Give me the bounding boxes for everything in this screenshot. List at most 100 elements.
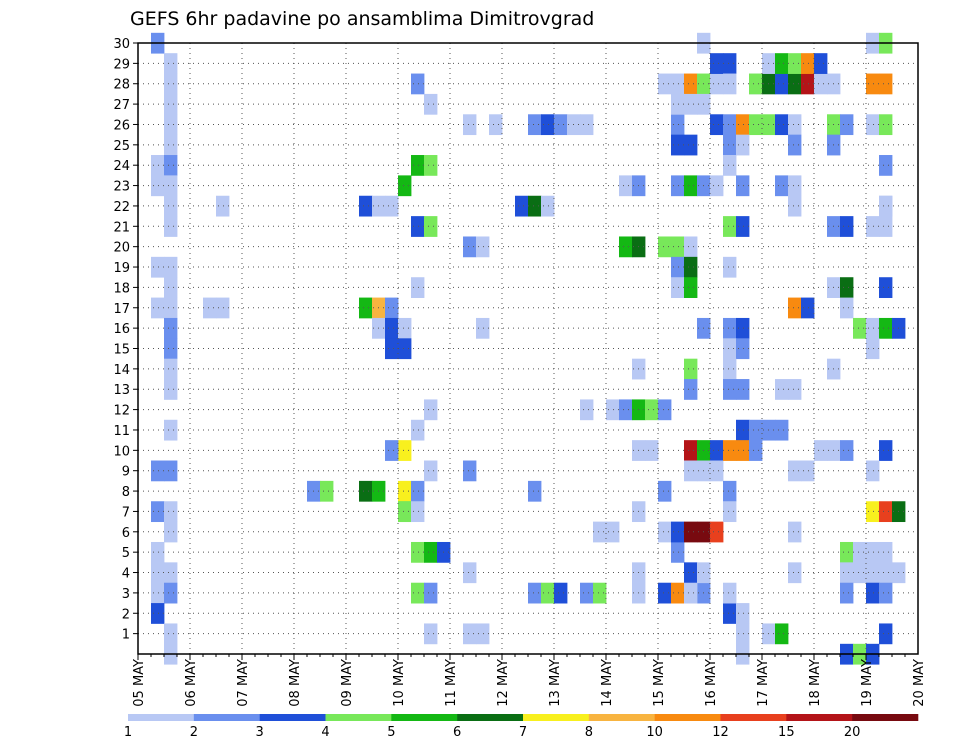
y-tick-label: 6: [122, 526, 130, 541]
colorbar-swatch: [128, 714, 195, 721]
x-tick-label: 10 MAY: [392, 659, 407, 707]
heat-cell: [411, 277, 425, 298]
heat-cell: [775, 419, 789, 441]
heat-cell: [463, 460, 477, 482]
heat-cell: [476, 623, 490, 645]
y-tick-label: 12: [113, 404, 130, 419]
heat-cell: [463, 114, 477, 136]
y-tick-label: 17: [113, 302, 130, 317]
heat-cell: [788, 134, 802, 156]
x-tick-label: 14 MAY: [600, 659, 615, 707]
heat-cell: [398, 440, 412, 461]
heat-cell: [866, 338, 880, 360]
heat-cell: [151, 603, 165, 624]
heat-cell: [164, 358, 178, 380]
heat-cell: [671, 236, 685, 258]
heat-cell: [216, 297, 230, 319]
heat-cell: [424, 155, 438, 176]
colorbar-label: 5: [387, 725, 395, 740]
heat-cell: [151, 541, 165, 563]
heat-cell: [723, 134, 737, 156]
heat-cell: [164, 623, 178, 645]
y-tick-label: 16: [113, 322, 130, 337]
heat-cell: [671, 114, 685, 136]
heat-cell: [801, 73, 815, 95]
heat-cell: [164, 460, 178, 482]
colorbar: 1 2 3 4 5 6 7 8 10 12 15 20: [124, 714, 919, 740]
heat-cell: [671, 582, 685, 604]
heat-cell: [788, 53, 802, 74]
heat-cell: [385, 297, 399, 319]
heat-cell: [671, 256, 685, 278]
heat-cell: [788, 562, 802, 584]
heat-cell: [736, 216, 750, 237]
heat-cell: [723, 216, 737, 237]
heat-cell: [359, 195, 373, 217]
y-tick-label: 29: [113, 57, 130, 72]
heat-cell: [476, 236, 490, 258]
heat-cell: [151, 460, 165, 482]
x-tick-label: 15 MAY: [652, 659, 667, 707]
heat-cell: [723, 358, 737, 380]
colorbar-swatch: [588, 714, 655, 721]
heat-cell: [385, 338, 399, 360]
colorbar-swatch: [720, 714, 787, 721]
y-tick-label: 10: [113, 444, 130, 459]
heat-cell: [710, 521, 724, 543]
heat-cell: [619, 399, 633, 421]
colorbar-label: 15: [778, 725, 795, 740]
heat-cell: [671, 175, 685, 197]
heat-cell: [541, 195, 555, 217]
heat-cell: [411, 541, 425, 563]
heat-cell: [736, 379, 750, 400]
heat-cell: [840, 216, 854, 237]
heat-cell: [463, 562, 477, 584]
heat-cell: [593, 521, 607, 543]
heat-cell: [424, 93, 438, 115]
heat-cell: [866, 541, 880, 563]
y-tick-label: 24: [113, 159, 130, 174]
heat-cell: [866, 114, 880, 136]
heat-cell: [619, 175, 633, 197]
y-axis: 1234567891011121314151617181920212223242…: [113, 37, 138, 643]
heat-cell: [684, 93, 698, 115]
colorbar-swatch: [523, 714, 590, 721]
y-tick-label: 8: [122, 485, 130, 500]
heat-cell: [515, 195, 529, 217]
heat-cell: [658, 399, 672, 421]
heat-cell: [411, 582, 425, 604]
heat-cell: [684, 379, 698, 400]
x-tick-label: 08 MAY: [288, 659, 303, 707]
heat-cell: [216, 195, 230, 217]
heat-cell: [398, 175, 412, 197]
heat-cell: [385, 317, 399, 339]
y-tick-label: 25: [113, 139, 130, 154]
x-tick-label: 20 MAY: [912, 659, 927, 707]
heat-cell: [151, 582, 165, 604]
y-tick-label: 5: [122, 546, 130, 561]
heat-cell: [203, 297, 217, 319]
heat-cell: [788, 521, 802, 543]
heat-cell: [736, 114, 750, 136]
heat-cell: [788, 175, 802, 197]
heat-cell: [554, 114, 568, 136]
heat-cell: [879, 440, 893, 461]
heat-cell: [866, 73, 880, 95]
heat-cell: [749, 73, 763, 95]
heat-cell: [749, 419, 763, 441]
y-tick-label: 27: [113, 98, 130, 113]
x-tick-label: 11 MAY: [444, 659, 459, 707]
y-tick-label: 18: [113, 281, 130, 296]
heat-cell: [606, 521, 620, 543]
heat-cell: [723, 440, 737, 461]
heat-cell: [164, 256, 178, 278]
heat-cell: [164, 216, 178, 237]
colorbar-label: 8: [585, 725, 593, 740]
heat-cell: [801, 460, 815, 482]
heat-cell: [710, 440, 724, 461]
heat-cell: [164, 521, 178, 543]
heat-cell: [710, 53, 724, 74]
grid-layer: [138, 42, 918, 654]
heat-cell: [398, 317, 412, 339]
heat-cell: [684, 277, 698, 298]
